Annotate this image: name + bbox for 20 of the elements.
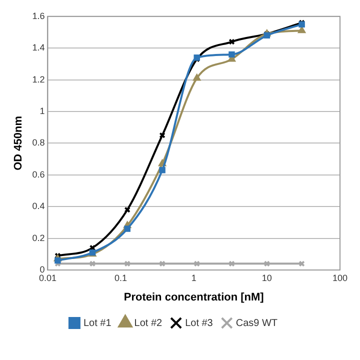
y-tick-label: 1.6 [32,10,45,21]
y-tick-label: 0 [40,264,45,274]
legend-label: Lot #1 [83,318,112,329]
y-tick-label: 0.2 [32,232,45,243]
x-tick-label: 10 [262,272,272,283]
x-tick-label: 100 [332,272,348,283]
y-tick-label: 1.4 [32,42,45,53]
legend-label: Lot #2 [134,318,163,329]
y-tick-label: 0.6 [32,169,45,180]
legend-label: Cas9 WT [236,318,278,329]
y-tick-label: 1.2 [32,74,45,84]
y-tick-label: 0.4 [32,201,45,212]
y-axis-title: OD 450nm [12,116,25,170]
y-tick-label: 0.8 [32,138,45,148]
x-tick-label: 1 [191,272,196,283]
x-tick-label: 0.1 [114,272,128,283]
legend-label: Lot #3 [185,318,214,329]
x-tick-label: 0.01 [38,272,56,283]
x-axis-title: Protein concentration [nM] [124,291,264,304]
y-tick-label: 1 [40,106,45,116]
